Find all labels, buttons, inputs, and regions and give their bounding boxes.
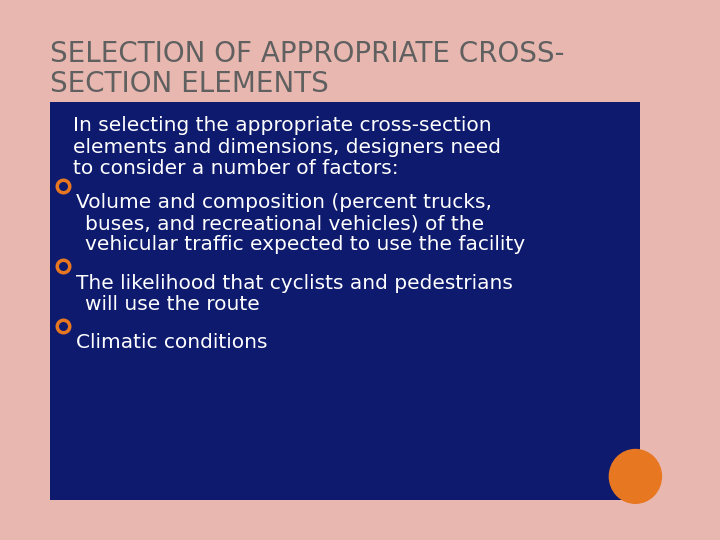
Text: SECTION ELEMENTS: SECTION ELEMENTS — [50, 70, 328, 98]
Text: elements and dimensions, designers need: elements and dimensions, designers need — [73, 138, 500, 157]
Text: Volume and composition (percent trucks,: Volume and composition (percent trucks, — [76, 193, 492, 212]
Bar — [50, 102, 640, 501]
Text: In selecting the appropriate cross-section: In selecting the appropriate cross-secti… — [73, 117, 491, 136]
Text: The likelihood that cyclists and pedestrians: The likelihood that cyclists and pedestr… — [76, 274, 513, 293]
Text: SELECTION OF APPROPRIATE CROSS-: SELECTION OF APPROPRIATE CROSS- — [50, 39, 564, 68]
Text: Climatic conditions: Climatic conditions — [76, 333, 267, 353]
Text: to consider a number of factors:: to consider a number of factors: — [73, 159, 398, 178]
Text: will use the route: will use the route — [85, 295, 260, 314]
Circle shape — [609, 449, 662, 503]
Text: buses, and recreational vehicles) of the: buses, and recreational vehicles) of the — [85, 214, 484, 233]
Text: vehicular traffic expected to use the facility: vehicular traffic expected to use the fa… — [85, 235, 525, 254]
